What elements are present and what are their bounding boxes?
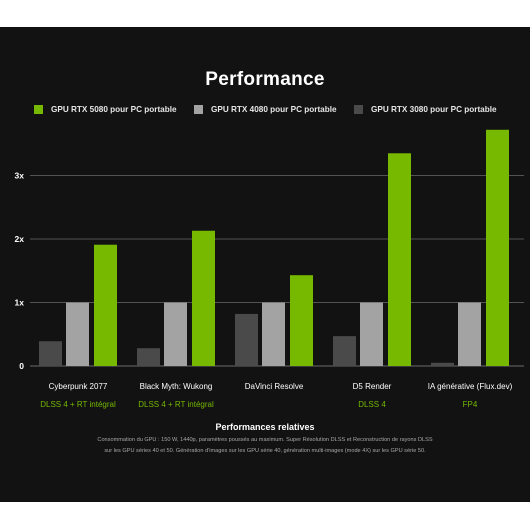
bar-rtx3080 xyxy=(235,313,258,366)
legend-label-rtx3080: GPU RTX 3080 pour PC portable xyxy=(371,105,497,114)
bar-rtx4080 xyxy=(164,302,187,366)
bar-rtx3080 xyxy=(431,362,454,366)
bar-rtx4080 xyxy=(262,302,285,366)
legend-swatch-rtx3080 xyxy=(354,105,363,114)
category-subtitle: DLSS 4 + RT intégral xyxy=(40,400,116,409)
y-tick-label: 1x xyxy=(15,298,25,308)
bar-rtx3080 xyxy=(137,348,160,366)
bar-rtx5080 xyxy=(388,153,411,366)
x-tick-label: IA générative (Flux.dev) xyxy=(428,382,513,391)
chart-title: Performance xyxy=(205,69,325,90)
bar-rtx5080 xyxy=(486,129,509,366)
legend-swatch-rtx4080 xyxy=(194,105,203,114)
category-subtitle: DLSS 4 xyxy=(358,400,386,409)
category-subtitle: DLSS 4 + RT intégral xyxy=(138,400,214,409)
category-subtitle: FP4 xyxy=(463,400,478,409)
x-tick-label: Black Myth: Wukong xyxy=(140,382,213,391)
y-tick-label: 2x xyxy=(15,234,25,244)
bar-rtx5080 xyxy=(192,230,215,366)
legend-item-rtx3080: GPU RTX 3080 pour PC portable xyxy=(354,105,497,114)
footnote-line-1: Consommation du GPU : 150 W, 1440p, para… xyxy=(97,437,433,443)
x-tick-label: D5 Render xyxy=(353,382,392,391)
bar-rtx4080 xyxy=(66,302,89,366)
bar-chart: 0 1x 2x 3x Cyberpunk 2077 DLSS 4 + RT intégra… xyxy=(15,129,524,409)
footnote-line-2: sur les GPU séries 40 et 50. Génération … xyxy=(104,448,426,454)
y-tick-label: 0 xyxy=(19,361,24,371)
bar-rtx3080 xyxy=(39,341,62,366)
bar-rtx4080 xyxy=(360,302,383,366)
legend-label-rtx5080: GPU RTX 5080 pour PC portable xyxy=(51,105,177,114)
bar-rtx5080 xyxy=(290,275,313,366)
x-axis-label: Performances relatives xyxy=(215,422,315,432)
y-tick-label: 3x xyxy=(15,171,25,181)
legend-swatch-rtx5080 xyxy=(34,105,43,114)
bar-rtx3080 xyxy=(333,336,356,366)
chart-canvas: Performance GPU RTX 5080 pour PC portabl… xyxy=(0,27,530,502)
legend-label-rtx4080: GPU RTX 4080 pour PC portable xyxy=(211,105,337,114)
bar-rtx4080 xyxy=(458,302,481,366)
legend-item-rtx5080: GPU RTX 5080 pour PC portable xyxy=(34,105,177,114)
legend-item-rtx4080: GPU RTX 4080 pour PC portable xyxy=(194,105,337,114)
bar-rtx5080 xyxy=(94,244,117,366)
x-tick-label: Cyberpunk 2077 xyxy=(49,382,108,391)
x-tick-label: DaVinci Resolve xyxy=(245,382,304,391)
